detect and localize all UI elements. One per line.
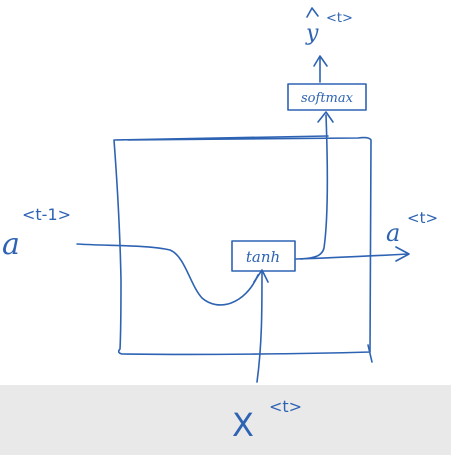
a-next-label: a xyxy=(386,219,400,247)
y-hat-caret xyxy=(306,7,319,18)
footer-band xyxy=(0,385,451,455)
box-corner-mark xyxy=(367,344,373,363)
arrow-x-to-tanh xyxy=(256,271,263,383)
tanh-label: tanh xyxy=(246,248,280,266)
x-input-superscript: <t> xyxy=(269,397,302,416)
arrowhead-y-hat xyxy=(313,55,328,67)
a-prev-superscript: <t-1> xyxy=(22,205,71,224)
a-next-superscript: <t> xyxy=(407,209,438,227)
arrowhead-softmax xyxy=(317,111,334,123)
x-input-label: X xyxy=(232,406,254,444)
softmax-box xyxy=(287,83,367,111)
softmax-label: softmax xyxy=(301,91,354,106)
arrowhead-x xyxy=(253,269,269,283)
y-hat-superscript: <t> xyxy=(326,11,353,26)
a-prev-label: a xyxy=(2,227,20,262)
tanh-box xyxy=(231,240,296,272)
arrow-tanh-to-softmax xyxy=(300,114,329,260)
y-hat-label: y xyxy=(305,21,319,46)
arrowhead-a-next xyxy=(395,246,410,262)
rnn-cell-box xyxy=(113,135,372,356)
arrow-a-prev-to-tanh xyxy=(76,243,259,306)
